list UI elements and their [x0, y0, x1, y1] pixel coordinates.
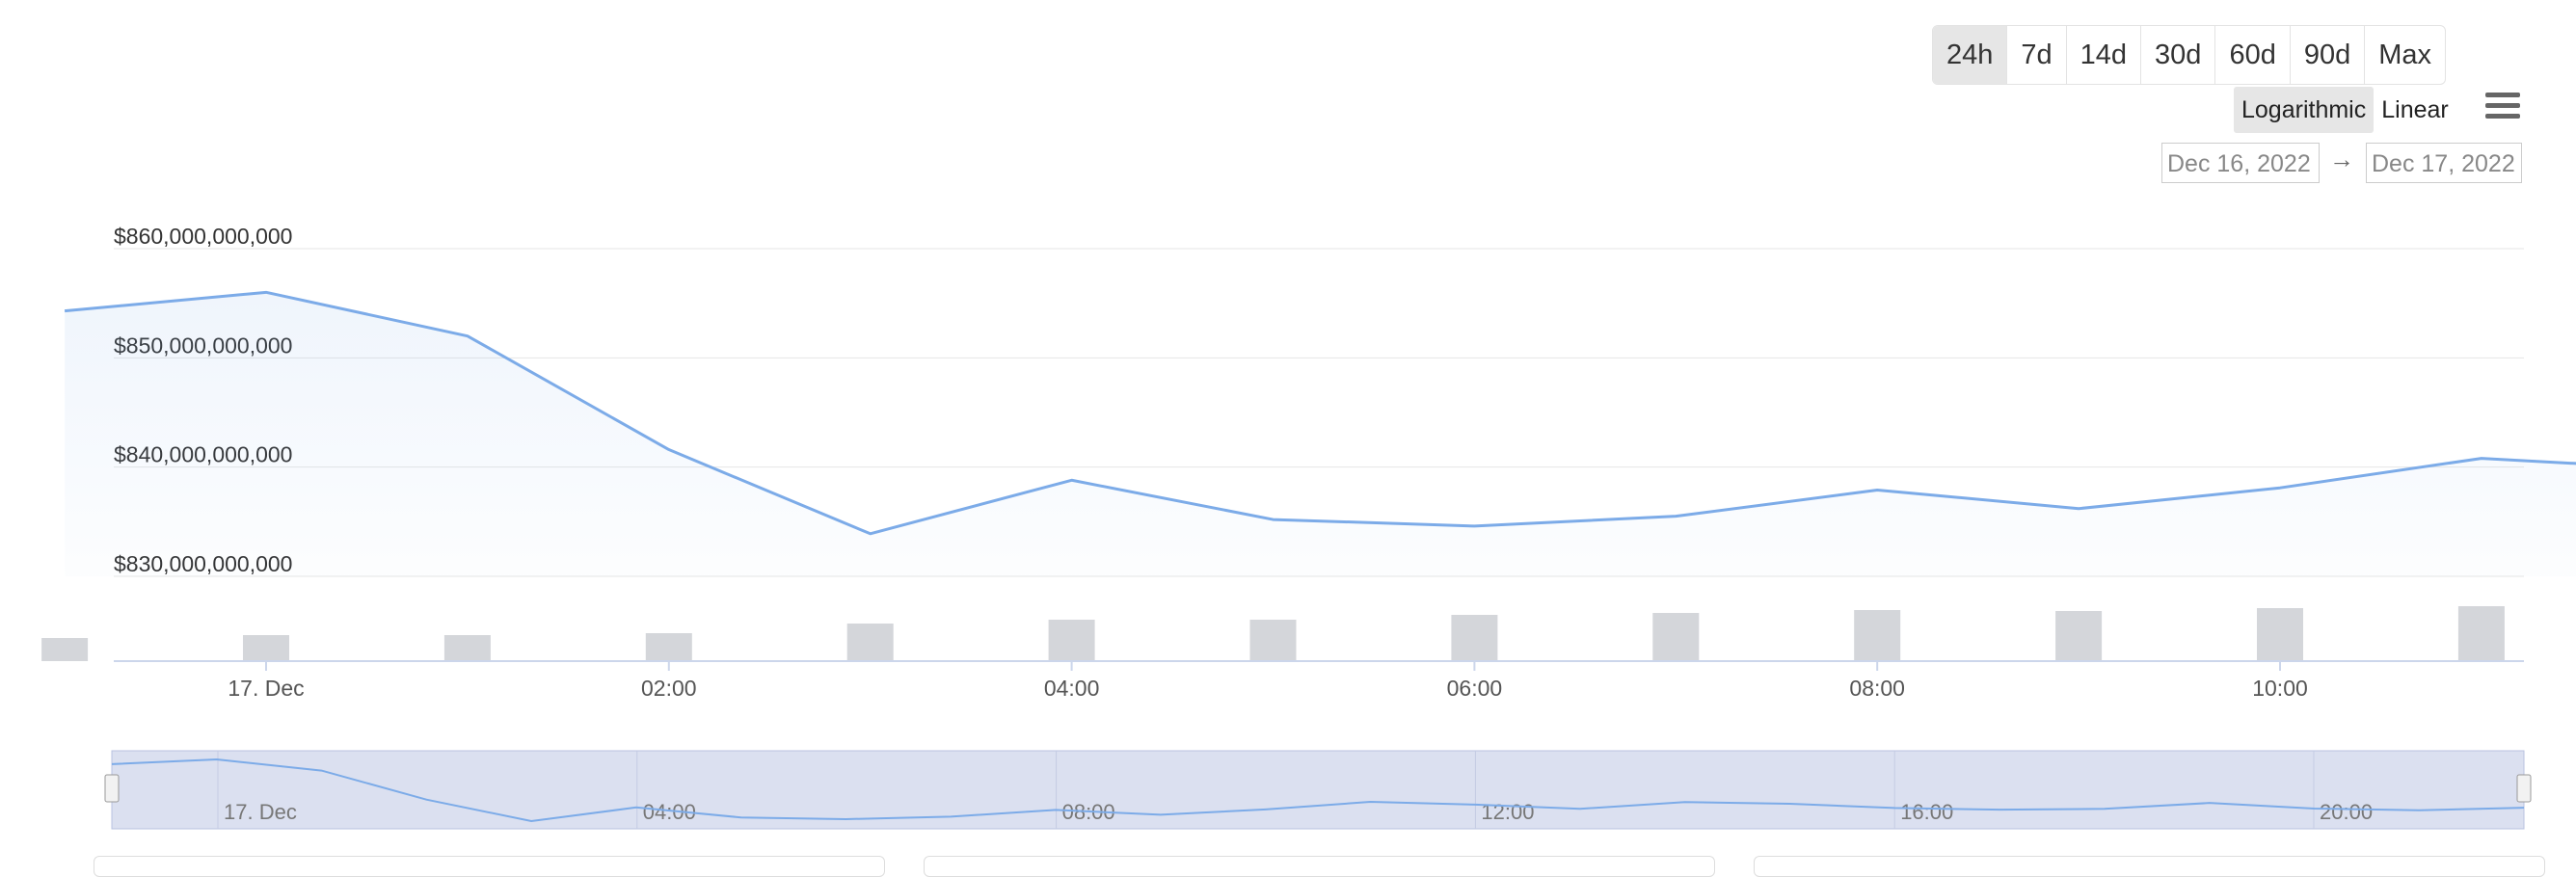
- navigator-left-handle[interactable]: [104, 774, 120, 803]
- date-to-input[interactable]: Dec 17, 2022: [2366, 143, 2522, 183]
- navigator-label: 12:00: [1481, 800, 1534, 824]
- volume-bar: [1652, 613, 1700, 661]
- navigator-label: 20:00: [2320, 800, 2373, 824]
- navigator-right-handle[interactable]: [2516, 774, 2532, 803]
- volume-bar: [645, 633, 692, 661]
- range-14d-button[interactable]: 14d: [2067, 26, 2142, 84]
- x-axis-label: 08:00: [1849, 676, 1905, 701]
- range-90d-button[interactable]: 90d: [2291, 26, 2366, 84]
- volume-bar: [1048, 620, 1095, 661]
- volume-bar: [1249, 620, 1297, 661]
- price-area: [65, 292, 2576, 576]
- logarithmic-button[interactable]: Logarithmic: [2234, 87, 2375, 133]
- range-24h-button[interactable]: 24h: [1933, 26, 2008, 84]
- hamburger-menu-icon[interactable]: [2485, 93, 2520, 121]
- volume-bar: [1854, 610, 1901, 661]
- x-axis-label: 04:00: [1044, 676, 1100, 701]
- volume-bar: [443, 635, 491, 661]
- stats-card: [924, 856, 1715, 877]
- x-axis-label: 06:00: [1447, 676, 1503, 701]
- volume-bar: [2257, 608, 2303, 661]
- x-axis-label: 02:00: [641, 676, 697, 701]
- stats-card: [1754, 856, 2545, 877]
- x-axis-label: 10:00: [2252, 676, 2308, 701]
- volume-bar: [846, 624, 894, 661]
- y-axis-label: $860,000,000,000: [114, 224, 292, 249]
- volume-bar: [41, 638, 89, 661]
- scale-toggle: Logarithmic Linear: [2234, 87, 2456, 133]
- range-60d-button[interactable]: 60d: [2215, 26, 2291, 84]
- range-max-button[interactable]: Max: [2378, 40, 2432, 70]
- volume-bar: [1451, 615, 1498, 661]
- price-line: [64, 290, 2576, 536]
- navigator-label: 16:00: [1900, 800, 1953, 824]
- arrow-right-icon: →: [2329, 145, 2354, 173]
- navigator-window: [111, 750, 2525, 830]
- navigator-label: 17. Dec: [224, 800, 297, 824]
- navigator-line: [111, 757, 2525, 823]
- x-axis-label: 17. Dec: [228, 676, 304, 701]
- time-range-selector: 24h 7d 14d 30d 60d 90d Max: [1932, 25, 2447, 85]
- volume-bar: [243, 635, 289, 661]
- stats-card: [94, 856, 885, 877]
- volume-bar: [2055, 611, 2103, 661]
- linear-button[interactable]: Linear: [2381, 96, 2449, 123]
- date-from-input[interactable]: Dec 16, 2022: [2161, 143, 2320, 183]
- range-30d-button[interactable]: 30d: [2141, 26, 2216, 84]
- volume-bar: [2457, 606, 2505, 661]
- range-7d-button[interactable]: 7d: [2007, 26, 2067, 84]
